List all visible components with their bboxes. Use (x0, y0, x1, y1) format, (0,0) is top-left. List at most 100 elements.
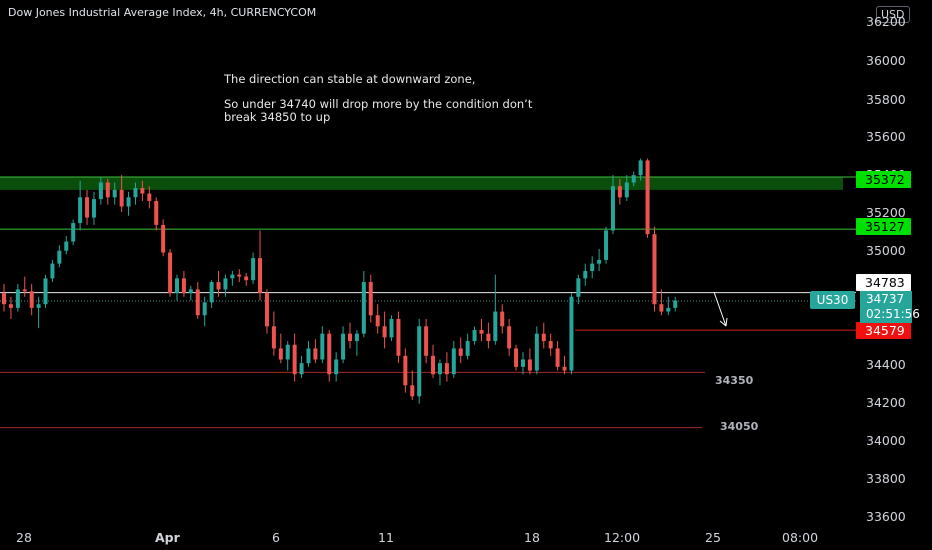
x-tick: 28 (16, 530, 32, 545)
candle-body (105, 182, 110, 198)
candle-body (237, 274, 242, 277)
currency-badge[interactable]: USD (876, 6, 910, 23)
candle-body (597, 259, 602, 264)
candle-body (209, 282, 214, 303)
current-price-box: 34737 02:51:56 (860, 291, 920, 323)
candle-body (168, 252, 173, 294)
candle-body (431, 355, 436, 375)
y-tick: 34200 (866, 395, 906, 410)
candle-body (119, 189, 124, 207)
chart-title: Dow Jones Industrial Average Index, 4h, … (8, 6, 317, 19)
price-badge-34783: 34783 (856, 274, 911, 291)
candle-body (264, 293, 269, 327)
candles-layer (2, 158, 678, 404)
candle-body (465, 341, 470, 356)
price-badge-35127: 35127 (856, 218, 911, 235)
candle-body (98, 182, 103, 200)
candle-body (154, 200, 159, 225)
candle-body (659, 304, 664, 312)
candle-body (195, 289, 200, 316)
candle-body (617, 186, 622, 198)
annotation-line-3: break 34850 to up (224, 110, 331, 124)
candle-body (2, 293, 6, 305)
candle-body (57, 250, 62, 264)
candle-body (36, 304, 41, 308)
candle-body (472, 329, 477, 342)
candle-body (368, 282, 373, 316)
candle-body (50, 263, 55, 279)
candle-body (64, 241, 69, 251)
y-tick: 35600 (866, 129, 906, 144)
x-tick: 11 (378, 530, 394, 545)
candle-body (181, 278, 186, 294)
candle-body (112, 189, 117, 198)
y-tick: 33800 (866, 471, 906, 486)
candle-body (202, 302, 207, 316)
candle-body (638, 160, 643, 176)
candle-body (188, 289, 193, 294)
price-badge-35372: 35372 (856, 171, 911, 188)
y-tick: 35200 (866, 205, 906, 220)
candle-body (631, 175, 636, 183)
candle-body (548, 341, 553, 349)
y-tick: 35800 (866, 92, 906, 107)
candle-body (645, 160, 650, 235)
annotation-line-1: The direction can stable at downward zon… (224, 72, 476, 86)
candle-body (91, 199, 96, 218)
y-tick: 34000 (866, 433, 906, 448)
candle-body (576, 278, 581, 297)
resistance-zone-band (0, 176, 843, 190)
candle-body (271, 326, 276, 349)
candle-body (417, 326, 422, 397)
candle-body (133, 188, 138, 198)
candle-body (375, 315, 380, 327)
candle-body (527, 359, 532, 371)
candle-body (541, 333, 546, 342)
candle-body (590, 263, 595, 271)
candle-body (175, 278, 179, 294)
y-tick: 33600 (866, 509, 906, 524)
candle-body (666, 307, 671, 312)
y-tick: 35000 (866, 243, 906, 258)
candle-body (382, 326, 387, 338)
candle-body (327, 333, 332, 375)
candle-body (451, 348, 456, 375)
candle-body (140, 188, 145, 194)
projection-arrow (713, 291, 727, 327)
price-badge-34579: 34579 (856, 322, 911, 339)
candle-body (410, 385, 415, 397)
candle-body (396, 318, 401, 356)
candle-body (673, 300, 678, 308)
candle-body (458, 348, 463, 356)
candle-body (22, 289, 27, 292)
current-price: 34737 (866, 292, 905, 306)
candle-body (493, 311, 498, 342)
candle-body (437, 363, 442, 375)
level-label-34050: 34050 (720, 420, 759, 433)
candle-body (306, 348, 311, 364)
candle-body (424, 326, 429, 356)
candle-body (500, 311, 505, 327)
candle-body (486, 333, 491, 342)
candle-body (444, 363, 449, 375)
candle-body (292, 344, 297, 375)
candle-body (78, 197, 83, 224)
candle-body (15, 289, 20, 308)
arrow-head (719, 317, 728, 327)
candle-body (223, 278, 228, 290)
candle-body (583, 271, 588, 279)
candle-body (341, 333, 346, 360)
candle-body (514, 348, 519, 367)
candle-body (604, 230, 609, 260)
candle-body (320, 333, 325, 360)
candle-body (29, 291, 34, 308)
x-tick: 25 (705, 530, 721, 545)
candle-body (562, 366, 567, 371)
candle-body (147, 193, 152, 201)
candle-body (216, 282, 221, 290)
candle-body (479, 329, 484, 334)
annotation-line-2: So under 34740 will drop more by the con… (224, 97, 533, 111)
y-tick: 36000 (866, 53, 906, 68)
candle-body (403, 355, 408, 386)
